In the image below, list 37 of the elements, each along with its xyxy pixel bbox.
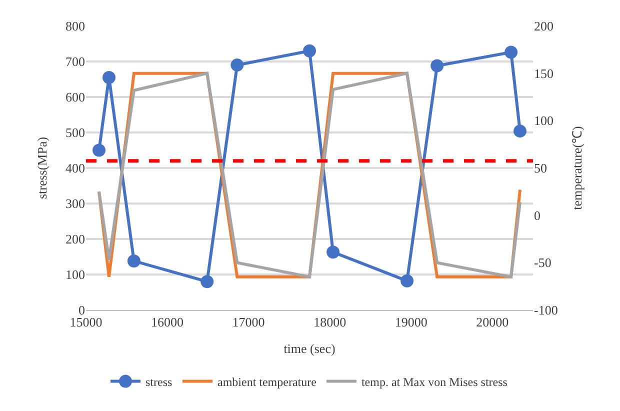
y-tick-label: 600 (66, 90, 85, 105)
x-tick-label: 18000 (314, 314, 346, 330)
y2-tick-label: -100 (534, 302, 558, 318)
y2-axis-title: temperature(℃) (569, 126, 584, 210)
point (430, 59, 444, 72)
y-tick-label: 400 (66, 160, 85, 176)
point (230, 58, 244, 72)
y-axis-title: stress(MPa) (34, 136, 50, 200)
y2-tick-label: 200 (534, 18, 554, 34)
y2-tick-label: 0 (534, 208, 540, 223)
point (504, 46, 518, 59)
legend-label: temp. at Max von Mises stress (361, 374, 508, 389)
legend-label: ambient temperature (217, 374, 316, 389)
point (326, 246, 340, 259)
point (102, 70, 116, 84)
y-tick-label: 800 (66, 18, 85, 34)
point (92, 144, 106, 157)
legend-label: stress (146, 374, 172, 389)
y2-tick-label: 100 (534, 113, 554, 128)
x-tick-label: 20000 (476, 314, 509, 330)
y-tick-label: 500 (66, 125, 85, 140)
x-axis-title: time (sec) (284, 341, 336, 356)
point (303, 44, 316, 58)
x-tick-label: 17000 (232, 314, 265, 330)
x-tick-label: 16000 (151, 314, 184, 330)
x-tick-label: 19000 (394, 314, 428, 330)
y2-tick-label: 150 (534, 66, 554, 81)
point (400, 274, 414, 288)
y2-tick-label: -50 (534, 255, 552, 270)
y-tick-label: 200 (66, 232, 85, 247)
y-tick-label: 700 (66, 54, 85, 70)
y-tick-label: 100 (66, 267, 85, 282)
y-tick-label: 300 (66, 196, 85, 212)
point (200, 275, 214, 288)
point (127, 254, 140, 268)
point (514, 124, 526, 138)
y2-tick-label: 50 (534, 160, 547, 176)
